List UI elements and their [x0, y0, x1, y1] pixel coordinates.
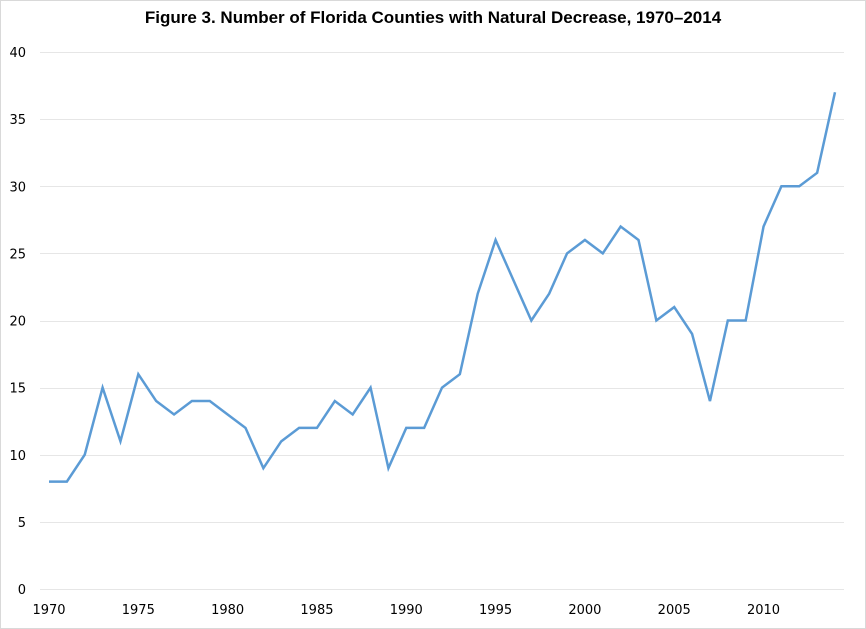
data-point-2014	[832, 89, 838, 95]
y-tick-label: 40	[9, 46, 26, 61]
x-tick-label: 1985	[300, 603, 333, 618]
data-point-2001	[600, 250, 606, 256]
data-point-2006	[689, 331, 695, 337]
data-point-1993	[457, 371, 463, 377]
y-tick-label: 15	[9, 382, 26, 397]
data-point-2010	[761, 224, 767, 230]
data-point-1992	[439, 385, 445, 391]
data-point-1988	[368, 385, 374, 391]
data-point-1999	[564, 250, 570, 256]
y-tick-label: 35	[9, 113, 26, 128]
y-tick-label: 0	[18, 583, 26, 598]
series-line	[49, 91, 837, 483]
data-point-2013	[814, 170, 820, 176]
data-point-1980	[225, 411, 231, 417]
y-axis-ticks: 0 5 10 15 20 25 30 35 40	[9, 46, 26, 598]
data-point-1972	[82, 452, 88, 458]
data-point-1986	[332, 398, 338, 404]
data-point-1990	[403, 425, 409, 431]
y-tick-label: 20	[9, 315, 26, 330]
data-point-1971	[64, 479, 70, 485]
data-point-2004	[653, 318, 659, 324]
x-tick-label: 1975	[122, 603, 155, 618]
data-point-1995	[493, 237, 499, 243]
data-point-2008	[725, 318, 731, 324]
x-tick-label: 1970	[32, 603, 65, 618]
data-point-2012	[796, 183, 802, 189]
chart-title: Figure 3. Number of Florida Counties wit…	[144, 8, 722, 27]
data-point-1994	[475, 291, 481, 297]
data-point-1976	[153, 398, 159, 404]
data-point-1984	[296, 425, 302, 431]
data-point-1989	[385, 465, 391, 471]
x-axis-ticks: 1970 1975 1980 1985 1990 1995 2000 2005 2010	[32, 603, 780, 618]
data-point-1996	[510, 277, 516, 283]
data-point-2005	[671, 304, 677, 310]
y-tick-label: 30	[9, 180, 26, 195]
series-layer	[46, 89, 838, 485]
y-tick-label: 25	[9, 247, 26, 262]
data-point-1991	[421, 425, 427, 431]
data-point-1997	[528, 318, 534, 324]
gridlines	[40, 52, 844, 590]
x-tick-label: 1990	[390, 603, 423, 618]
x-tick-label: 2005	[658, 603, 691, 618]
data-point-1982	[260, 465, 266, 471]
data-point-1970	[46, 479, 52, 485]
x-tick-label: 1995	[479, 603, 512, 618]
data-point-2000	[582, 237, 588, 243]
data-point-1973	[100, 385, 106, 391]
data-point-1981	[243, 425, 249, 431]
data-point-1974	[117, 438, 123, 444]
data-point-1998	[546, 291, 552, 297]
data-point-1978	[189, 398, 195, 404]
data-point-1987	[350, 411, 356, 417]
data-point-2002	[618, 224, 624, 230]
data-point-1983	[278, 438, 284, 444]
data-point-1977	[171, 411, 177, 417]
data-point-2009	[743, 318, 749, 324]
data-point-1985	[314, 425, 320, 431]
data-point-1975	[135, 371, 141, 377]
x-tick-label: 1980	[211, 603, 244, 618]
data-point-2007	[707, 398, 713, 404]
data-point-1979	[207, 398, 213, 404]
y-tick-label: 5	[18, 516, 26, 531]
x-tick-label: 2000	[568, 603, 601, 618]
y-tick-label: 10	[9, 449, 26, 464]
data-point-2003	[636, 237, 642, 243]
x-tick-label: 2010	[747, 603, 780, 618]
data-point-2011	[778, 183, 784, 189]
